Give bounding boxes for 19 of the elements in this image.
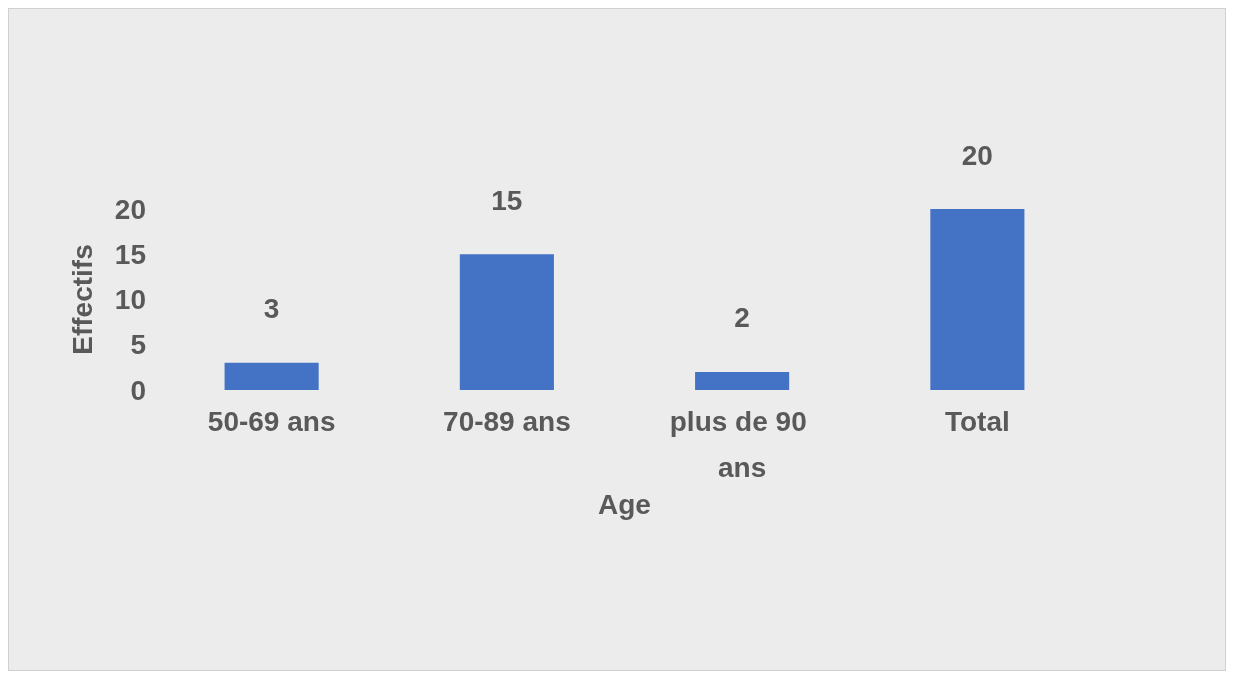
y-tick-label: 20 xyxy=(114,193,146,225)
x-axis-title: Age xyxy=(598,489,651,521)
bar xyxy=(459,254,554,390)
y-tick-label: 10 xyxy=(114,284,146,315)
data-label: 15 xyxy=(491,184,523,216)
y-tick-label: 0 xyxy=(130,374,146,406)
x-tick-label: Total xyxy=(944,405,1010,437)
bar xyxy=(695,371,790,390)
data-label: 20 xyxy=(961,139,993,171)
y-tick-label: 15 xyxy=(114,238,146,270)
bar xyxy=(224,362,319,390)
y-tick-label: 5 xyxy=(130,329,146,361)
x-tick-label: 50-69 ans xyxy=(207,405,336,437)
data-label: 2 xyxy=(734,302,750,334)
bar xyxy=(930,209,1025,390)
x-tick-label: 70-89 ans xyxy=(443,405,571,437)
x-tick-label: plus de 90 ans xyxy=(669,405,815,483)
data-label: 3 xyxy=(263,293,280,325)
y-axis-title: Effectifs xyxy=(66,244,98,355)
